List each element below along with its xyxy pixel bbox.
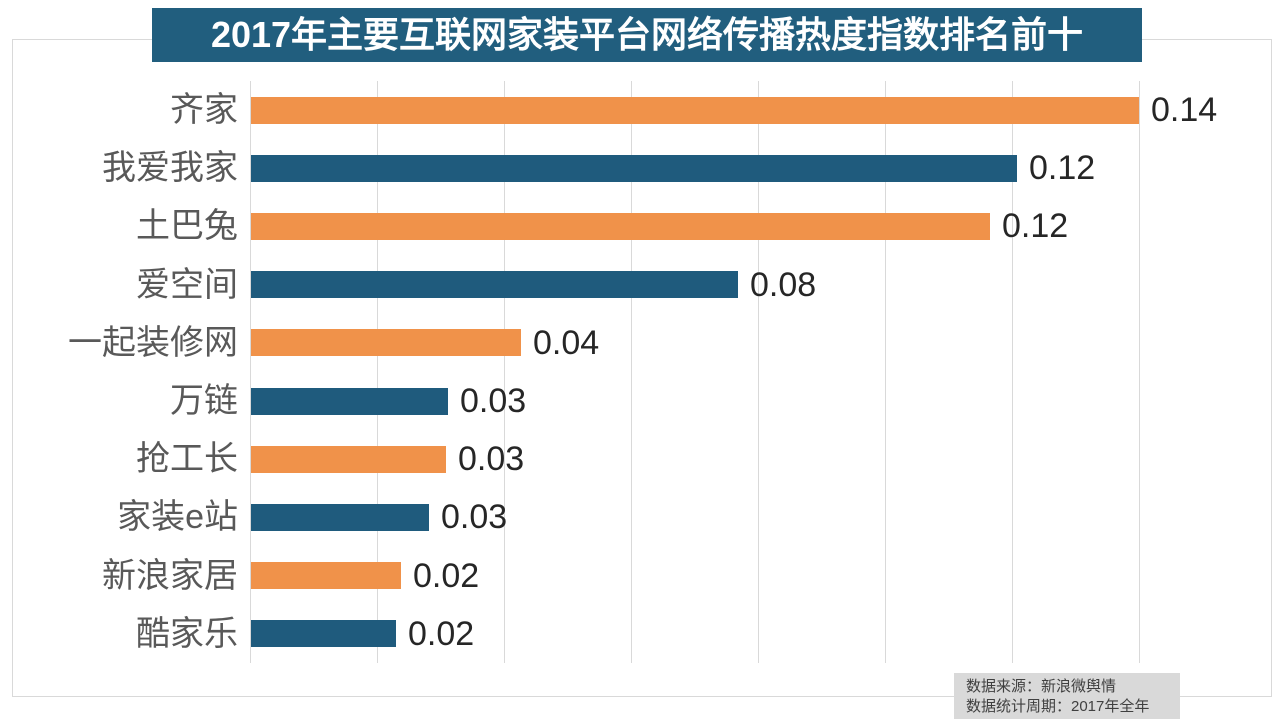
value-label: 0.08 — [750, 265, 817, 304]
value-label: 0.12 — [1002, 207, 1069, 246]
gridline — [885, 81, 886, 663]
bar-row: 我爱我家 0.12 — [0, 139, 1282, 197]
category-label: 抢工长 — [136, 440, 238, 479]
source-note-box: 数据来源：新浪微舆情 数据统计周期：2017年全年 — [954, 673, 1180, 719]
plot-area: 齐家 0.14 我爱我家 0.12 土巴兔 0.12 爱空间 0.08 一起装修网 0.04 万链 0… — [0, 81, 1282, 663]
bar — [251, 503, 429, 531]
category-label: 我爱我家 — [102, 149, 238, 188]
gridline — [377, 81, 378, 663]
chart-title-banner: 2017年主要互联网家装平台网络传播热度指数排名前十 — [152, 8, 1142, 62]
category-label: 齐家 — [170, 91, 238, 129]
bar — [251, 271, 738, 299]
gridline — [758, 81, 759, 663]
category-label: 土巴兔 — [136, 207, 238, 246]
bar — [251, 387, 448, 415]
chart-title: 2017年主要互联网家装平台网络传播热度指数排名前十 — [210, 14, 1084, 55]
bar-row: 一起装修网 0.04 — [0, 314, 1282, 372]
gridline — [1139, 81, 1140, 663]
bar — [251, 620, 396, 648]
bar — [251, 154, 1017, 182]
value-label: 0.03 — [441, 498, 508, 537]
bar — [251, 445, 446, 473]
bar — [251, 212, 990, 240]
category-label: 家装e站 — [117, 498, 238, 537]
value-label: 0.03 — [458, 440, 525, 479]
bar-row: 新浪家居 0.02 — [0, 547, 1282, 605]
value-label: 0.02 — [408, 614, 475, 653]
gridline — [1012, 81, 1013, 663]
value-label: 0.02 — [413, 556, 480, 595]
chart-frame — [12, 39, 1272, 697]
gridline — [504, 81, 505, 663]
value-label: 0.14 — [1151, 91, 1218, 129]
value-label: 0.04 — [533, 323, 600, 362]
category-label: 一起装修网 — [68, 323, 238, 362]
gridline — [631, 81, 632, 663]
bar-row: 万链 0.03 — [0, 372, 1282, 430]
bar — [251, 562, 401, 590]
bar-row: 爱空间 0.08 — [0, 256, 1282, 314]
source-line: 数据来源：新浪微舆情 — [966, 678, 1117, 695]
value-label: 0.12 — [1029, 149, 1096, 188]
bar-row: 齐家 0.14 — [0, 81, 1282, 139]
category-label: 万链 — [170, 382, 238, 420]
value-label: 0.03 — [460, 382, 527, 420]
category-label: 酷家乐 — [136, 614, 238, 653]
gridline — [250, 81, 251, 663]
bar-row: 抢工长 0.03 — [0, 430, 1282, 488]
bar-row: 家装e站 0.03 — [0, 488, 1282, 546]
bar — [251, 96, 1139, 124]
bar — [251, 329, 521, 357]
category-label: 爱空间 — [136, 265, 238, 304]
category-label: 新浪家居 — [102, 556, 238, 595]
bar-row: 土巴兔 0.12 — [0, 197, 1282, 255]
bar-row: 酷家乐 0.02 — [0, 605, 1282, 663]
period-line: 数据统计周期：2017年全年 — [966, 698, 1150, 715]
